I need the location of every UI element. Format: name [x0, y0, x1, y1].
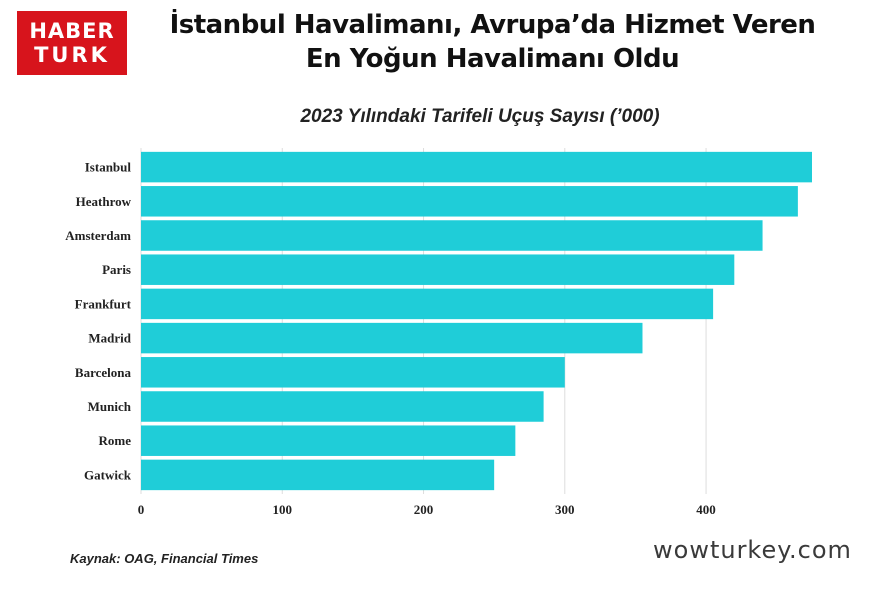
source-note: Kaynak: OAG, Financial Times — [70, 551, 259, 566]
watermark: wowturkey.com — [653, 536, 852, 564]
bar-rome — [141, 425, 516, 456]
bar-frankfurt — [141, 288, 714, 320]
page-title: İstanbul Havalimanı, Avrupa’da Hizmet Ve… — [135, 8, 850, 76]
haberturk-logo: HABER TURK — [17, 11, 127, 75]
title-line-1: İstanbul Havalimanı, Avrupa’da Hizmet Ve… — [169, 10, 816, 40]
bar-munich — [141, 391, 544, 422]
category-label-rome: Rome — [99, 433, 132, 448]
x-tick-label-200: 200 — [414, 502, 434, 517]
chart-title: 2023 Yılındaki Tarifeli Uçuş Sayısı (’00… — [300, 106, 660, 127]
x-tick-label-400: 400 — [696, 502, 716, 517]
category-label-munich: Munich — [88, 399, 132, 414]
category-label-barcelona: Barcelona — [75, 365, 132, 380]
logo-line-2: TURK — [34, 42, 110, 67]
category-label-madrid: Madrid — [88, 331, 131, 346]
category-label-gatwick: Gatwick — [84, 467, 132, 482]
bar-madrid — [141, 322, 643, 354]
x-tick-label-300: 300 — [555, 502, 575, 517]
x-tick-label-100: 100 — [273, 502, 293, 517]
category-label-paris: Paris — [102, 262, 131, 277]
category-label-istanbul: Istanbul — [85, 160, 132, 175]
bar-heathrow — [141, 186, 798, 217]
category-label-frankfurt: Frankfurt — [75, 296, 132, 311]
bar-barcelona — [141, 357, 565, 388]
logo-line-1: HABER — [29, 18, 115, 43]
x-tick-label-0: 0 — [138, 502, 145, 517]
bar-gatwick — [141, 459, 495, 491]
bar-amsterdam — [141, 220, 763, 251]
bar-paris — [141, 254, 735, 285]
bar-istanbul — [141, 151, 812, 183]
category-label-amsterdam: Amsterdam — [65, 228, 131, 243]
category-label-heathrow: Heathrow — [76, 194, 132, 209]
title-line-2: En Yoğun Havalimanı Oldu — [305, 44, 680, 74]
